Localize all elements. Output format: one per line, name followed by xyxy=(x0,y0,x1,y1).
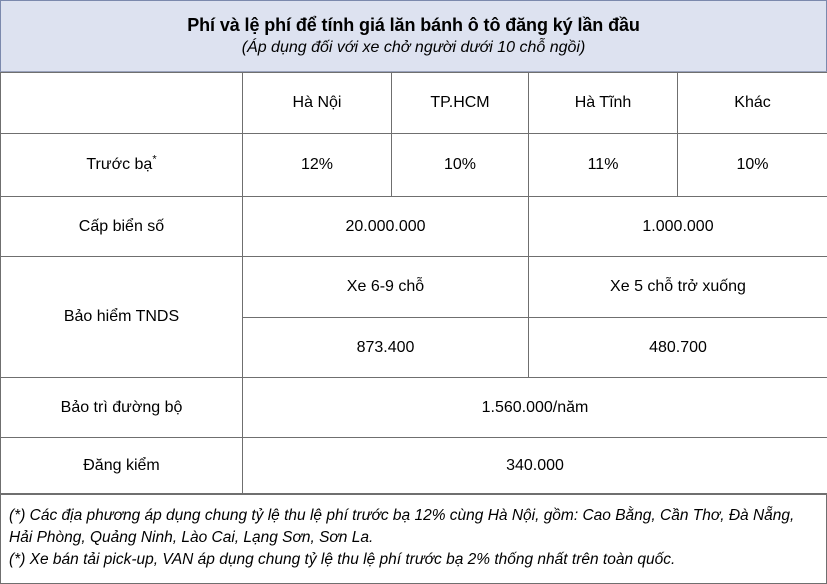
cell-truoc-ba-khac: 10% xyxy=(677,133,827,197)
cell-bao-tri-duong-bo-value: 1.560.000/năm xyxy=(242,377,827,438)
footnotes-section: (*) Các địa phương áp dụng chung tỷ lệ t… xyxy=(0,493,827,584)
cell-truoc-ba-hanoi: 12% xyxy=(242,133,392,197)
fee-table: Hà Nội TP.HCM Hà Tĩnh Khác Trước bạ* 12%… xyxy=(0,72,827,494)
footnote-marker: * xyxy=(152,153,157,166)
header-cell-hatinh: Hà Tĩnh xyxy=(528,72,678,134)
cell-tnds-left-value: 873.400 xyxy=(242,317,529,378)
header-cell-khac: Khác xyxy=(677,72,827,134)
row-label-bao-hiem-tnds: Bảo hiểm TNDS xyxy=(0,256,243,378)
cell-dang-kiem-value: 340.000 xyxy=(242,437,827,494)
title-band: Phí và lệ phí để tính giá lăn bánh ô tô … xyxy=(0,0,827,72)
header-cell-blank xyxy=(0,72,243,134)
page-subtitle: (Áp dụng đối với xe chở người dưới 10 ch… xyxy=(241,38,586,56)
header-cell-hcm: TP.HCM xyxy=(391,72,529,134)
row-label-cap-bien-so: Cấp biển số xyxy=(0,196,243,257)
table-row-cap-bien-so: Cấp biển số 20.000.000 1.000.000 xyxy=(0,196,827,257)
page-title: Phí và lệ phí để tính giá lăn bánh ô tô … xyxy=(187,15,640,36)
table-row-dang-kiem: Đăng kiểm 340.000 xyxy=(0,437,827,494)
cell-tnds-right-value: 480.700 xyxy=(528,317,827,378)
row-label-truoc-ba-text: Trước bạ xyxy=(86,156,153,173)
cell-truoc-ba-hatinh: 11% xyxy=(528,133,678,197)
header-cell-hanoi: Hà Nội xyxy=(242,72,392,134)
table-header-row: Hà Nội TP.HCM Hà Tĩnh Khác xyxy=(0,72,827,134)
row-label-truoc-ba: Trước bạ* xyxy=(0,133,243,197)
cell-tnds-right-category: Xe 5 chỗ trở xuống xyxy=(528,256,827,318)
table-row-truoc-ba: Trước bạ* 12% 10% 11% 10% xyxy=(0,133,827,197)
row-label-dang-kiem: Đăng kiểm xyxy=(0,437,243,494)
cell-tnds-left-category: Xe 6-9 chỗ xyxy=(242,256,529,318)
table-row-bao-tri-duong-bo: Bảo trì đường bộ 1.560.000/năm xyxy=(0,377,827,438)
row-label-bao-tri-duong-bo: Bảo trì đường bộ xyxy=(0,377,243,438)
table-row-tnds-values: 873.400 480.700 xyxy=(1,317,827,378)
cell-cap-bien-so-right: 1.000.000 xyxy=(528,196,827,257)
footnote-2: (*) Xe bán tải pick-up, VAN áp dụng chun… xyxy=(9,551,676,568)
footnote-1: (*) Các địa phương áp dụng chung tỷ lệ t… xyxy=(9,507,795,546)
table-row-tnds-categories: Bảo hiểm TNDS Xe 6-9 chỗ Xe 5 chỗ trở xu… xyxy=(0,256,827,378)
cell-truoc-ba-hcm: 10% xyxy=(391,133,529,197)
cell-cap-bien-so-left: 20.000.000 xyxy=(242,196,529,257)
